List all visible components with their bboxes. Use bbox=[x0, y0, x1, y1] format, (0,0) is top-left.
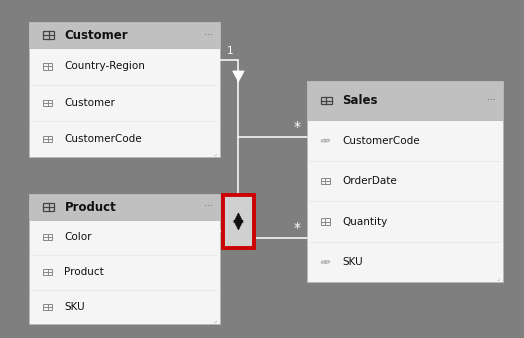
Bar bbox=[307, 81, 503, 282]
Bar bbox=[43, 269, 52, 275]
Text: *: * bbox=[293, 221, 300, 235]
Text: CustomerCode: CustomerCode bbox=[64, 134, 142, 144]
Text: Quantity: Quantity bbox=[342, 217, 387, 226]
Bar bbox=[29, 194, 220, 220]
Text: ⌟: ⌟ bbox=[497, 276, 500, 281]
Text: *: * bbox=[293, 120, 300, 134]
Bar bbox=[223, 195, 254, 247]
Bar bbox=[307, 120, 503, 282]
Text: ···: ··· bbox=[487, 96, 495, 105]
Text: OrderDate: OrderDate bbox=[342, 176, 397, 186]
Text: SKU: SKU bbox=[64, 302, 85, 312]
Text: 1: 1 bbox=[226, 217, 233, 227]
Bar bbox=[29, 220, 220, 324]
Text: ⌟: ⌟ bbox=[214, 318, 217, 323]
Bar bbox=[43, 64, 52, 70]
Text: Customer: Customer bbox=[64, 98, 115, 108]
Polygon shape bbox=[234, 213, 243, 222]
Bar bbox=[29, 194, 220, 324]
Bar bbox=[321, 178, 330, 184]
Bar bbox=[43, 203, 54, 211]
Bar bbox=[29, 48, 220, 157]
Bar bbox=[321, 97, 332, 104]
Text: Customer: Customer bbox=[64, 29, 128, 42]
Text: Country-Region: Country-Region bbox=[64, 62, 145, 71]
Text: Product: Product bbox=[64, 200, 116, 214]
Bar bbox=[43, 31, 54, 39]
Bar bbox=[43, 304, 52, 310]
Bar bbox=[43, 234, 52, 240]
Text: Sales: Sales bbox=[342, 94, 378, 107]
Polygon shape bbox=[233, 71, 244, 82]
Text: Product: Product bbox=[64, 267, 104, 277]
Bar bbox=[43, 136, 52, 142]
Text: 1: 1 bbox=[226, 46, 233, 56]
Bar bbox=[29, 22, 220, 157]
Text: ···: ··· bbox=[204, 202, 212, 212]
Text: SKU: SKU bbox=[342, 257, 363, 267]
Text: ···: ··· bbox=[204, 31, 212, 40]
Bar bbox=[29, 22, 220, 48]
Bar bbox=[307, 81, 503, 120]
Text: Color: Color bbox=[64, 232, 92, 242]
Text: CustomerCode: CustomerCode bbox=[342, 136, 420, 146]
Text: ⌟: ⌟ bbox=[214, 151, 217, 156]
Bar bbox=[321, 218, 330, 224]
Polygon shape bbox=[234, 220, 243, 230]
Bar bbox=[43, 100, 52, 106]
